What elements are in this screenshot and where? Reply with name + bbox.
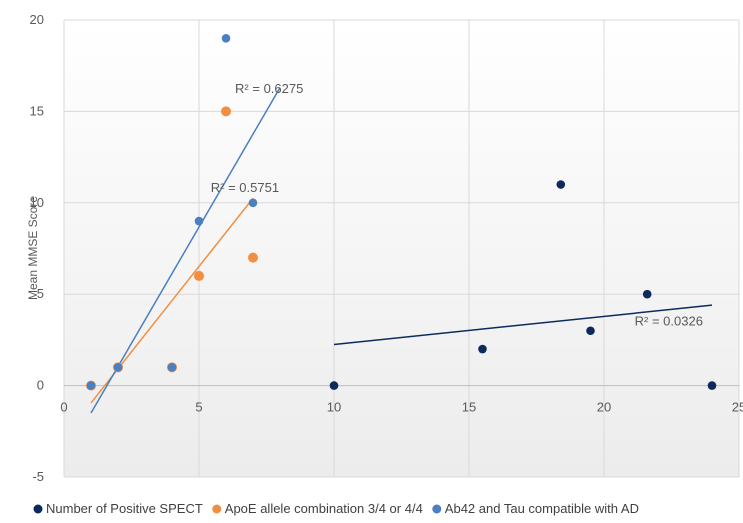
x-tick-label: 25 (732, 400, 743, 415)
gridlines (63, 19, 740, 478)
axes (63, 20, 739, 477)
data-point-series-0 (586, 326, 595, 336)
x-tick-label: 20 (597, 400, 611, 415)
data-point-series-2 (194, 216, 204, 226)
data-point-series-2 (167, 363, 177, 372)
legend-marker-series-0 (33, 504, 43, 514)
data-point-series-0 (329, 381, 339, 390)
y-tick-label: 0 (37, 378, 44, 393)
data-point-series-0 (556, 180, 566, 189)
legend-marker-series-1 (212, 504, 222, 514)
r-squared-label-series-0: R² = 0.0326 (635, 313, 703, 328)
data-point-series-1 (194, 270, 204, 281)
y-tick-label: 5 (37, 286, 44, 301)
x-tick-label: 10 (327, 400, 341, 415)
plot-area (64, 20, 739, 477)
legend-marker-series-2 (432, 504, 442, 514)
data-point-series-2 (221, 33, 231, 43)
trendline-series-0 (333, 304, 713, 346)
x-tick-labels: 0 5 10 15 20 25 (60, 400, 743, 415)
r-squared-label-series-1: R² = 0.5751 (211, 180, 279, 195)
y-tick-label: 15 (30, 103, 44, 118)
y-axis-title: Mean MMSE Score (26, 196, 40, 300)
legend-label-series-1: ApoE allele combination 3/4 or 4/4 (225, 501, 423, 516)
x-tick-label: 0 (60, 400, 67, 415)
y-tick-label: 10 (30, 195, 44, 210)
legend-label-series-2: Ab42 and Tau compatible with AD (445, 501, 639, 516)
data-point-series-0 (478, 344, 487, 354)
trendline-series-2 (90, 87, 281, 414)
x-tick-label: 15 (462, 400, 476, 415)
legend: Number of Positive SPECT ApoE allele comb… (33, 501, 639, 516)
r-squared-labels: R² = 0.0326 R² = 0.5751 R² = 0.6275 (211, 81, 703, 328)
data-point-series-2 (86, 381, 96, 390)
y-tick-label: -5 (32, 469, 44, 484)
y-tick-label: 20 (30, 12, 44, 27)
x-tick-label: 5 (195, 400, 202, 415)
data-point-series-0 (707, 381, 717, 390)
y-tick-labels: -5 0 5 10 15 20 (30, 12, 44, 484)
data-point-series-1 (221, 106, 231, 117)
legend-label-series-0: Number of Positive SPECT (46, 501, 203, 516)
data-point-series-0 (642, 289, 652, 299)
data-points (86, 33, 717, 391)
data-point-series-1 (248, 252, 258, 263)
data-point-series-2 (248, 198, 258, 208)
r-squared-label-series-2: R² = 0.6275 (235, 81, 303, 96)
data-point-series-2 (113, 363, 123, 372)
